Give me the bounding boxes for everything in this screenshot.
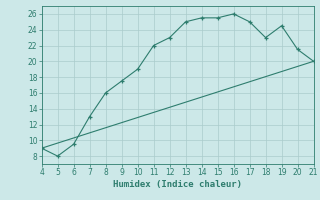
X-axis label: Humidex (Indice chaleur): Humidex (Indice chaleur) [113, 180, 242, 189]
